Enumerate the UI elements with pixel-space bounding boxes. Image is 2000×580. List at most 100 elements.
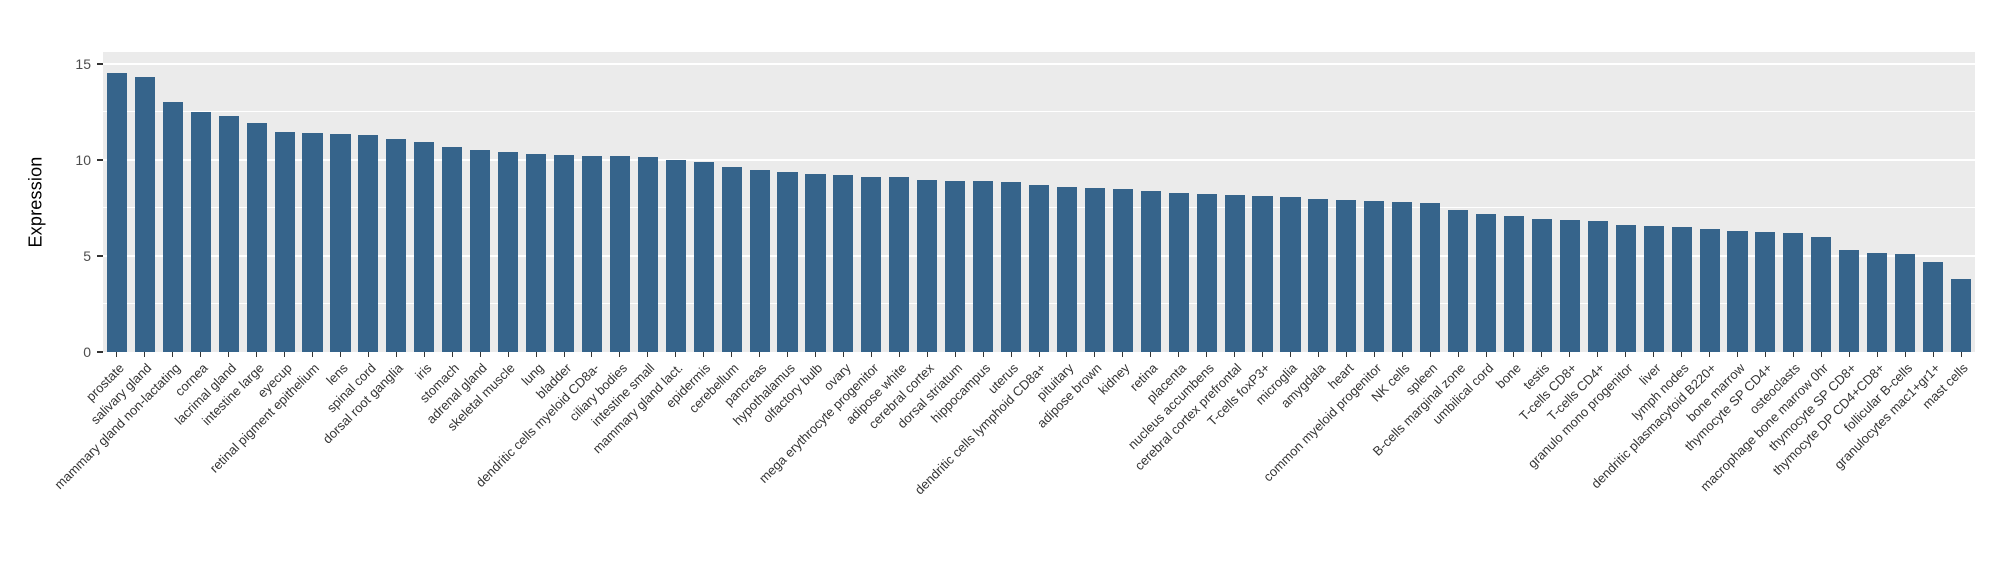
bar xyxy=(553,154,575,352)
bar xyxy=(1364,201,1385,352)
x-axis-tick xyxy=(1317,352,1319,357)
x-axis-tick xyxy=(1820,352,1822,357)
x-axis-tick xyxy=(395,352,397,357)
y-axis-tick-label: 5 xyxy=(83,247,91,264)
x-axis-tick xyxy=(731,352,733,357)
bar xyxy=(1783,232,1804,352)
bar xyxy=(1336,200,1357,352)
bar xyxy=(1448,209,1469,352)
bar xyxy=(414,142,435,352)
x-axis-tick xyxy=(787,352,789,357)
x-axis-tick xyxy=(926,352,928,357)
x-axis-tick xyxy=(1234,352,1236,357)
x-axis-tick xyxy=(1569,352,1571,357)
bar xyxy=(749,170,770,352)
x-axis-tick xyxy=(1485,352,1487,357)
x-axis-tick xyxy=(1262,352,1264,357)
x-axis-tick xyxy=(507,352,509,357)
x-axis-tick xyxy=(1010,352,1012,357)
bar xyxy=(1643,226,1664,352)
bar xyxy=(1503,215,1525,352)
x-axis-tick xyxy=(954,352,956,357)
bar xyxy=(302,132,323,352)
x-axis-tick xyxy=(535,352,537,357)
x-axis-tick xyxy=(200,352,202,357)
x-axis-tick xyxy=(1513,352,1515,357)
bar xyxy=(1056,186,1077,352)
x-axis-tick xyxy=(1653,352,1655,357)
bar xyxy=(134,77,155,352)
x-axis-tick xyxy=(842,352,844,357)
x-axis-tick xyxy=(619,352,621,357)
bar xyxy=(777,172,798,352)
x-axis-tick xyxy=(1345,352,1347,357)
x-axis-tick xyxy=(1429,352,1431,357)
x-axis-tick xyxy=(675,352,677,357)
bar xyxy=(1867,253,1888,352)
x-axis-tick xyxy=(1681,352,1683,357)
x-axis-tick xyxy=(1737,352,1738,357)
x-axis-tick xyxy=(1904,352,1906,357)
bar xyxy=(1923,261,1944,352)
major-gridline xyxy=(103,158,1975,161)
bar xyxy=(1671,227,1692,352)
y-axis-tick xyxy=(97,158,103,161)
bar xyxy=(162,102,183,352)
bar xyxy=(1699,228,1720,352)
x-axis-tick xyxy=(116,352,118,357)
x-axis-tick xyxy=(1764,352,1766,357)
bar xyxy=(1112,188,1133,352)
bar xyxy=(246,123,267,352)
x-axis-tick xyxy=(479,352,481,357)
y-axis-tick-label: 0 xyxy=(83,344,91,360)
x-axis-tick xyxy=(982,352,984,357)
bar xyxy=(1895,253,1916,352)
x-axis-tick xyxy=(451,352,453,357)
x-axis-tick xyxy=(1178,352,1180,357)
x-axis-tick xyxy=(647,352,649,357)
bar xyxy=(581,155,602,352)
x-axis-tick xyxy=(1373,352,1375,357)
bar xyxy=(526,153,547,352)
bar xyxy=(665,159,686,352)
bar xyxy=(609,155,630,352)
x-axis-tick xyxy=(1960,352,1962,357)
x-axis-tick xyxy=(1150,352,1152,357)
x-axis-tick xyxy=(563,352,565,357)
bar xyxy=(833,175,854,352)
x-axis-tick xyxy=(256,352,258,357)
bar xyxy=(1531,219,1552,352)
bar xyxy=(1168,193,1189,352)
bar xyxy=(1392,202,1413,352)
bar xyxy=(470,150,491,352)
x-axis-tick xyxy=(312,352,314,357)
bar xyxy=(637,156,658,352)
x-axis-tick xyxy=(367,352,369,357)
x-axis-tick xyxy=(1848,352,1850,357)
bar xyxy=(106,73,128,352)
bars xyxy=(103,52,1975,352)
x-axis-tick xyxy=(1932,352,1934,357)
bar xyxy=(1196,194,1217,352)
bar xyxy=(1811,236,1832,352)
bar xyxy=(1839,250,1860,352)
bar xyxy=(358,134,379,352)
bar xyxy=(498,152,519,352)
major-gridline xyxy=(103,62,1975,65)
x-axis-tick xyxy=(1625,352,1627,357)
bar xyxy=(889,177,910,352)
bar xyxy=(973,180,994,352)
x-axis-tick xyxy=(591,352,593,357)
y-axis-tick xyxy=(97,62,103,65)
x-axis-tick xyxy=(1709,352,1711,357)
bar xyxy=(218,115,239,352)
bar xyxy=(1950,278,1972,352)
bar xyxy=(1420,203,1441,352)
bar xyxy=(330,133,351,352)
bar xyxy=(945,180,966,352)
x-axis-tick xyxy=(339,352,341,357)
x-axis-tick xyxy=(898,352,900,357)
bar xyxy=(442,147,463,352)
bar xyxy=(917,179,938,352)
x-axis-tick xyxy=(423,352,425,357)
